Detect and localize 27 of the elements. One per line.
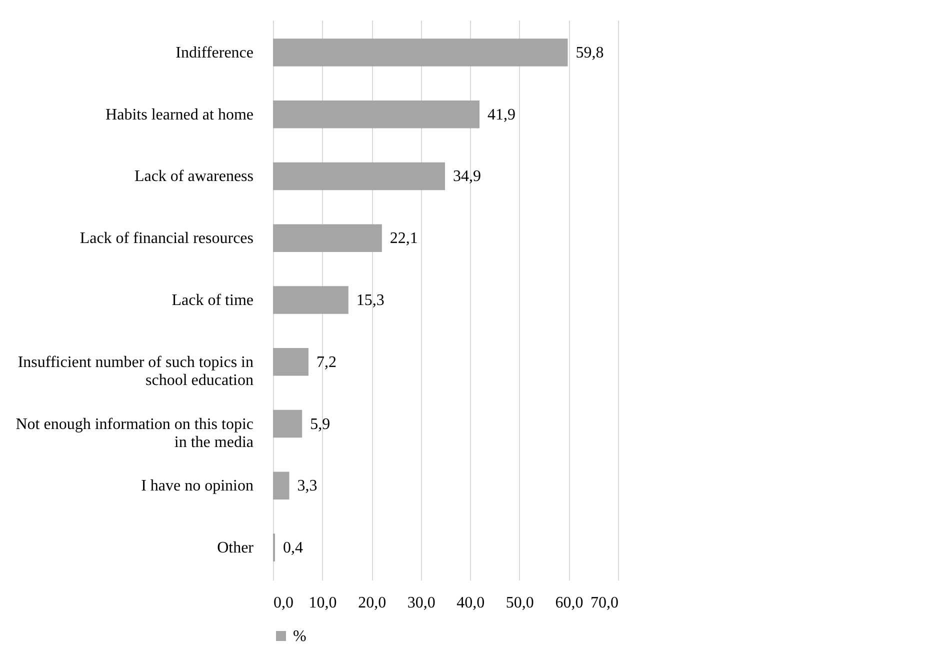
data-label: 7,2	[316, 354, 336, 371]
x-tick-label: 70,0	[590, 594, 618, 612]
y-tick-label: Other	[217, 540, 254, 557]
x-tick-label: 20,0	[358, 594, 386, 612]
x-tick-label: 30,0	[407, 594, 436, 612]
data-label: 15,3	[356, 292, 384, 309]
data-label: 41,9	[488, 106, 516, 124]
y-tick-label: Not enough information on this topic in the media	[16, 416, 254, 451]
legend-label: %	[293, 628, 306, 645]
y-tick-label: Lack of awareness	[134, 168, 254, 186]
y-tick-label: Lack of financial resources	[80, 230, 254, 248]
y-tick-label: I have no opinion	[141, 478, 254, 495]
data-label: 0,4	[282, 540, 303, 557]
y-tick-label: Lack of time	[172, 292, 254, 309]
y-tick-label: Indifference	[176, 44, 254, 62]
y-tick-label: Insufficient number of such topics in school education	[18, 354, 254, 389]
x-tick-label: 10,0	[308, 594, 337, 612]
data-label: 3,3	[297, 478, 318, 495]
data-label: 5,9	[310, 416, 330, 433]
x-tick-label: 0,0	[274, 594, 294, 612]
data-label: 59,8	[576, 44, 604, 62]
y-tick-label: Habits learned at home	[106, 106, 254, 124]
x-tick-label: 50,0	[506, 594, 534, 612]
data-label: 22,1	[390, 230, 418, 248]
x-tick-label: 40,0	[456, 594, 485, 612]
x-tick-label: 60,0	[555, 594, 584, 612]
data-label: 34,9	[453, 168, 482, 186]
